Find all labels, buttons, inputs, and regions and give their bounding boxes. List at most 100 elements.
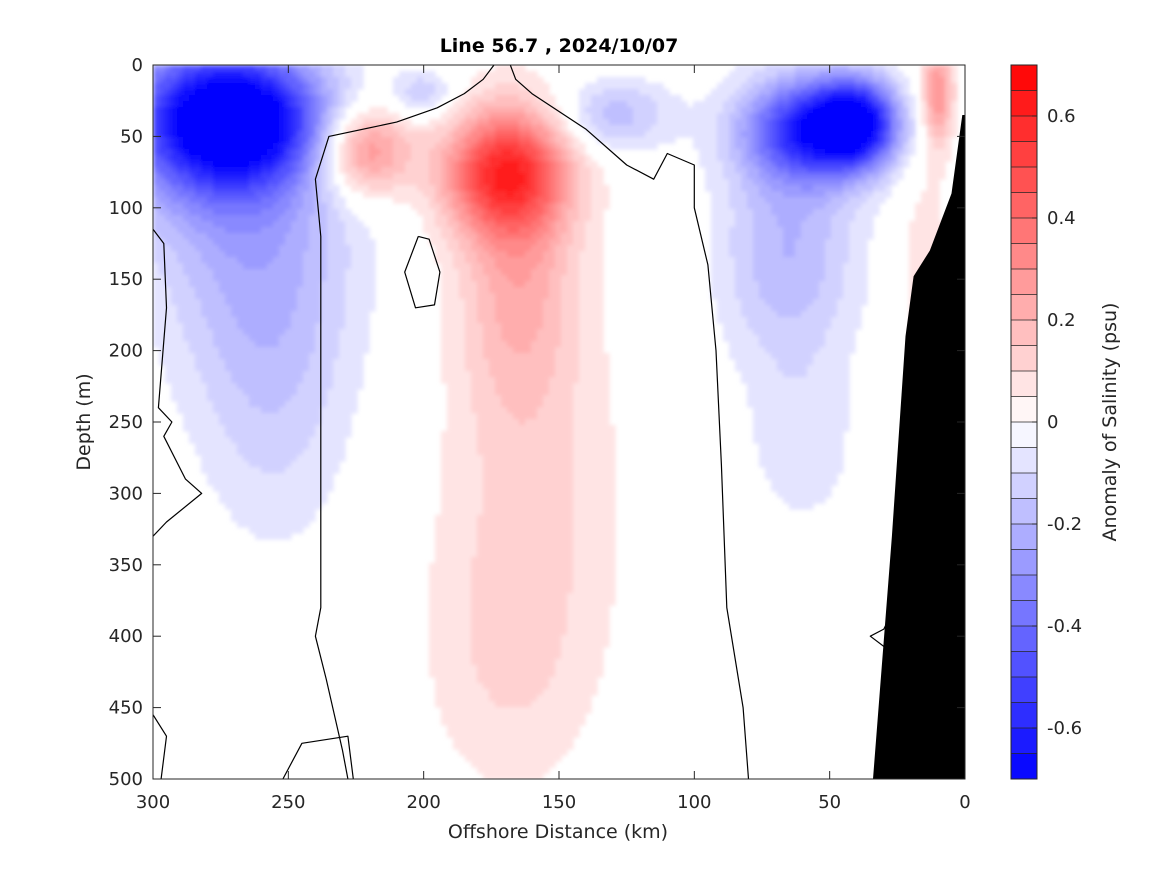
anomaly-cell [303,311,310,318]
anomaly-cell [771,77,778,84]
anomaly-cell [213,161,220,168]
anomaly-cell [513,149,520,156]
anomaly-cell [561,287,568,294]
anomaly-cell [891,143,898,150]
anomaly-cell [771,83,778,90]
anomaly-cell [825,335,832,342]
anomaly-cell [927,239,934,246]
anomaly-cell [225,119,232,126]
anomaly-cell [303,161,310,168]
anomaly-cell [303,113,310,120]
anomaly-cell [795,107,802,114]
anomaly-cell [873,125,880,132]
anomaly-cell [201,299,208,306]
anomaly-cell [855,281,862,288]
anomaly-cell [747,71,754,78]
anomaly-cell [291,173,298,180]
anomaly-cell [429,197,436,204]
anomaly-cell [369,239,376,246]
anomaly-cell [747,209,754,216]
anomaly-cell [453,353,460,360]
anomaly-cell [513,299,520,306]
anomaly-cell [795,215,802,222]
anomaly-cell [675,107,682,114]
anomaly-cell [183,167,190,174]
anomaly-cell [897,71,904,78]
anomaly-cell [273,251,280,258]
anomaly-cell [945,137,952,144]
anomaly-cell [483,185,490,192]
anomaly-cell [753,329,760,336]
anomaly-cell [273,263,280,270]
anomaly-cell [585,191,592,198]
anomaly-cell [711,101,718,108]
anomaly-cell [549,113,556,120]
anomaly-cell [783,101,790,108]
anomaly-cell [429,215,436,222]
anomaly-cell [489,353,496,360]
anomaly-cell [729,233,736,240]
anomaly-cell [387,185,394,192]
anomaly-cell [735,347,742,354]
anomaly-cell [615,107,622,114]
anomaly-cell [327,119,334,126]
anomaly-cell [729,71,736,78]
anomaly-cell [165,287,172,294]
anomaly-cell [855,95,862,102]
anomaly-cell [747,77,754,84]
anomaly-cell [945,65,952,72]
anomaly-cell [723,269,730,276]
anomaly-cell [759,89,766,96]
anomaly-cell [519,221,526,228]
anomaly-cell [351,311,358,318]
anomaly-cell [525,329,532,336]
anomaly-cell [591,209,598,216]
anomaly-cell [315,335,322,342]
anomaly-cell [159,251,166,258]
anomaly-cell [939,143,946,150]
anomaly-cell [453,287,460,294]
anomaly-cell [357,173,364,180]
anomaly-cell [579,293,586,300]
anomaly-cell [327,137,334,144]
anomaly-cell [273,119,280,126]
anomaly-cell [837,329,844,336]
anomaly-cell [639,137,646,144]
anomaly-cell [795,149,802,156]
anomaly-cell [447,161,454,168]
anomaly-cell [813,347,820,354]
anomaly-cell [471,179,478,186]
anomaly-cell [357,77,364,84]
anomaly-cell [159,191,166,198]
anomaly-cell [153,287,160,294]
anomaly-cell [561,263,568,270]
anomaly-cell [435,77,442,84]
anomaly-cell [789,107,796,114]
anomaly-cell [765,215,772,222]
anomaly-cell [765,71,772,78]
anomaly-cell [825,293,832,300]
anomaly-cell [567,269,574,276]
anomaly-cell [597,197,604,204]
anomaly-cell [411,167,418,174]
anomaly-cell [381,131,388,138]
anomaly-cell [273,65,280,72]
anomaly-cell [519,89,526,96]
anomaly-cell [717,269,724,276]
anomaly-cell [945,119,952,126]
anomaly-cell [189,107,196,114]
anomaly-cell [171,143,178,150]
anomaly-cell [435,227,442,234]
anomaly-cell [849,161,856,168]
anomaly-cell [699,107,706,114]
anomaly-cell [219,329,226,336]
anomaly-cell [849,329,856,336]
anomaly-cell [711,203,718,210]
anomaly-cell [291,287,298,294]
anomaly-cell [795,323,802,330]
anomaly-cell [567,293,574,300]
anomaly-cell [357,137,364,144]
anomaly-cell [393,89,400,96]
anomaly-cell [207,341,214,348]
anomaly-cell [771,89,778,96]
